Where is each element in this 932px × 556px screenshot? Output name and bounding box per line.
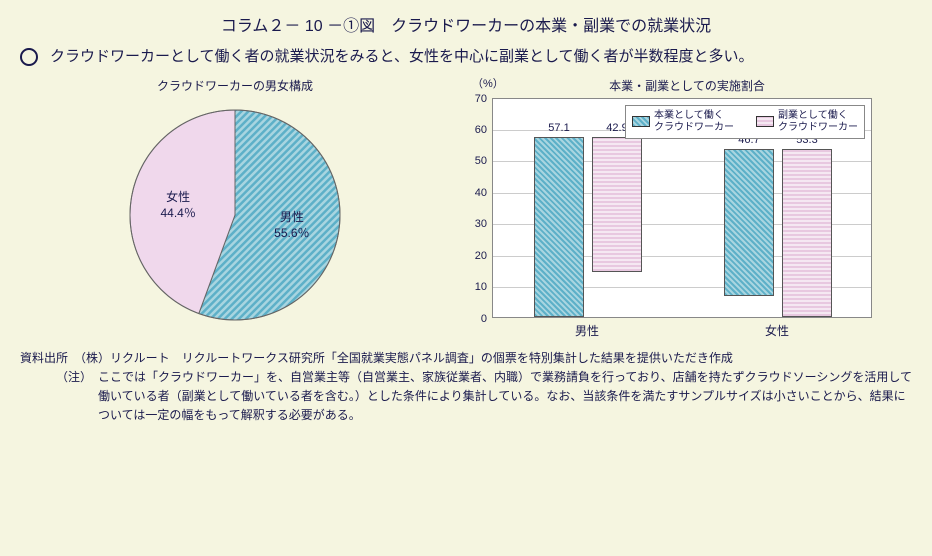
legend-swatch-icon bbox=[632, 116, 650, 127]
bar: 46.7 bbox=[724, 149, 774, 296]
ytick-label: 70 bbox=[475, 93, 487, 105]
charts-row: クラウドワーカーの男女構成 男性 55.6％ 女性 44.4％ （%） 本業・副業とし… bbox=[20, 77, 912, 339]
plot-area: 本業として働く クラウドワーカー副業として働く クラウドワーカー 0102030… bbox=[492, 98, 872, 318]
bar-chart-title: 本業・副業としての実施割合 bbox=[452, 77, 882, 94]
bar: 57.1 bbox=[534, 137, 584, 316]
methodology-note: （注） ここでは「クラウドワーカー」を、自営業主等（自営業主、家族従業者、内職）… bbox=[20, 368, 912, 426]
bar-chart-legend: 本業として働く クラウドワーカー 副業として働く クラウドワーカー bbox=[625, 105, 865, 139]
pie-slice-label: 男性 bbox=[280, 210, 304, 224]
bar-chart: （%） 本業・副業としての実施割合 本業として働く クラウドワーカー 副業として働… bbox=[452, 77, 882, 339]
ytick-label: 0 bbox=[481, 313, 487, 325]
xtick-label: 女性 bbox=[682, 318, 872, 339]
bar: 42.9 bbox=[592, 137, 642, 272]
ytick-label: 60 bbox=[475, 124, 487, 136]
ytick-label: 50 bbox=[475, 155, 487, 167]
bar-chart-plot: 本業として働く クラウドワーカー副業として働く クラウドワーカー 0102030… bbox=[492, 98, 882, 318]
summary-text: クラウドワーカーとして働く者の就業状況をみると、女性を中心に副業として働く者が半… bbox=[50, 46, 754, 69]
pie-chart-title: クラウドワーカーの男女構成 bbox=[80, 77, 390, 94]
ytick-label: 20 bbox=[475, 250, 487, 262]
bar-group-女性: 46.753.3 bbox=[724, 149, 832, 317]
bullet-circle-icon bbox=[20, 48, 38, 66]
bar-value-label: 57.1 bbox=[535, 122, 583, 134]
pie-chart: クラウドワーカーの男女構成 男性 55.6％ 女性 44.4％ bbox=[80, 77, 390, 339]
legend-label: 本業として働く クラウドワーカー bbox=[654, 110, 734, 134]
legend-item: 副業として働く クラウドワーカー bbox=[756, 110, 858, 134]
source-note: 資料出所 （株）リクルート リクルートワークス研究所「全国就業実態パネル調査」の… bbox=[20, 349, 912, 368]
pie-slice-value: 44.4％ bbox=[160, 205, 195, 219]
bar-group-男性: 57.142.9 bbox=[534, 137, 642, 316]
summary-row: クラウドワーカーとして働く者の就業状況をみると、女性を中心に副業として働く者が半… bbox=[20, 46, 912, 69]
pie-slice-label: 女性 bbox=[166, 188, 190, 203]
xtick-label: 男性 bbox=[492, 318, 682, 339]
footnotes: 資料出所 （株）リクルート リクルートワークス研究所「全国就業実態パネル調査」の… bbox=[20, 349, 912, 426]
figure-title: コラム２－ 10 －①図 クラウドワーカーの本業・副業での就業状況 bbox=[20, 12, 912, 36]
legend-swatch-icon bbox=[756, 116, 774, 127]
ytick-label: 10 bbox=[475, 281, 487, 293]
pie-chart-svg: 男性 55.6％ 女性 44.4％ bbox=[120, 100, 350, 330]
legend-label: 副業として働く クラウドワーカー bbox=[778, 110, 858, 134]
bar-chart-xlabels: 男性女性 bbox=[492, 318, 872, 339]
ytick-label: 30 bbox=[475, 218, 487, 230]
bar-chart-ylabel: （%） bbox=[472, 75, 504, 91]
bar: 53.3 bbox=[782, 149, 832, 317]
legend-item: 本業として働く クラウドワーカー bbox=[632, 110, 734, 134]
ytick-label: 40 bbox=[475, 187, 487, 199]
pie-slice-value: 55.6％ bbox=[274, 226, 309, 240]
